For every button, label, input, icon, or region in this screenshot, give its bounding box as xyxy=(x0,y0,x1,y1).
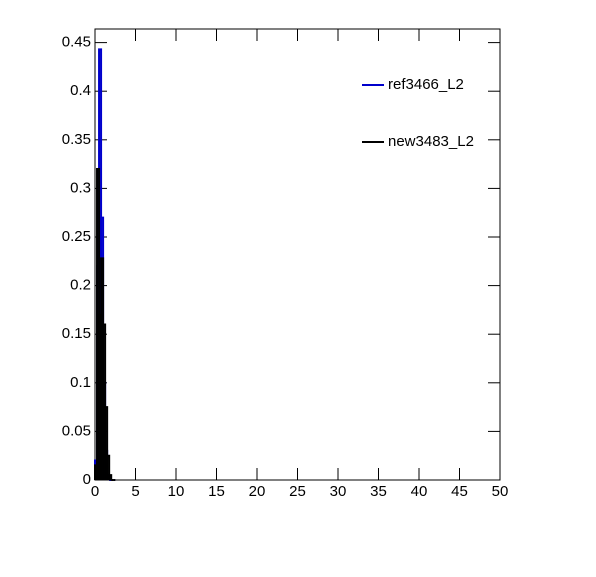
x-tick-label: 15 xyxy=(208,483,225,500)
y-tick-label: 0.05 xyxy=(62,422,91,439)
x-tick-label: 35 xyxy=(370,483,387,500)
y-tick-label: 0.15 xyxy=(62,325,91,342)
y-tick-label: 0.3 xyxy=(70,179,91,196)
histogram-bin xyxy=(108,474,113,480)
plot-frame xyxy=(94,28,501,481)
histogram-bin xyxy=(104,406,109,480)
y-tick-label: 0.25 xyxy=(62,228,91,245)
histogram-bin xyxy=(106,454,111,480)
x-tick-label: 50 xyxy=(492,483,509,500)
y-tick-label: 0.1 xyxy=(70,374,91,391)
y-tick-label: 0.4 xyxy=(70,82,91,99)
x-tick-label: 40 xyxy=(411,483,428,500)
x-tick-label: 25 xyxy=(289,483,306,500)
x-tick-label: 0 xyxy=(91,483,99,500)
y-tick-label: 0.45 xyxy=(62,34,91,51)
y-tick-label: 0.35 xyxy=(62,131,91,148)
legend-label: new3483_L2 xyxy=(388,133,474,150)
y-tick-label: 0 xyxy=(83,471,91,488)
x-tick-label: 5 xyxy=(131,483,139,500)
x-tick-label: 10 xyxy=(168,483,185,500)
x-tick-label: 45 xyxy=(451,483,468,500)
histogram-bin xyxy=(102,323,107,480)
x-tick-label: 30 xyxy=(330,483,347,500)
x-tick-label: 20 xyxy=(249,483,266,500)
y-tick-label: 0.2 xyxy=(70,277,91,294)
legend-label: ref3466_L2 xyxy=(388,76,464,93)
